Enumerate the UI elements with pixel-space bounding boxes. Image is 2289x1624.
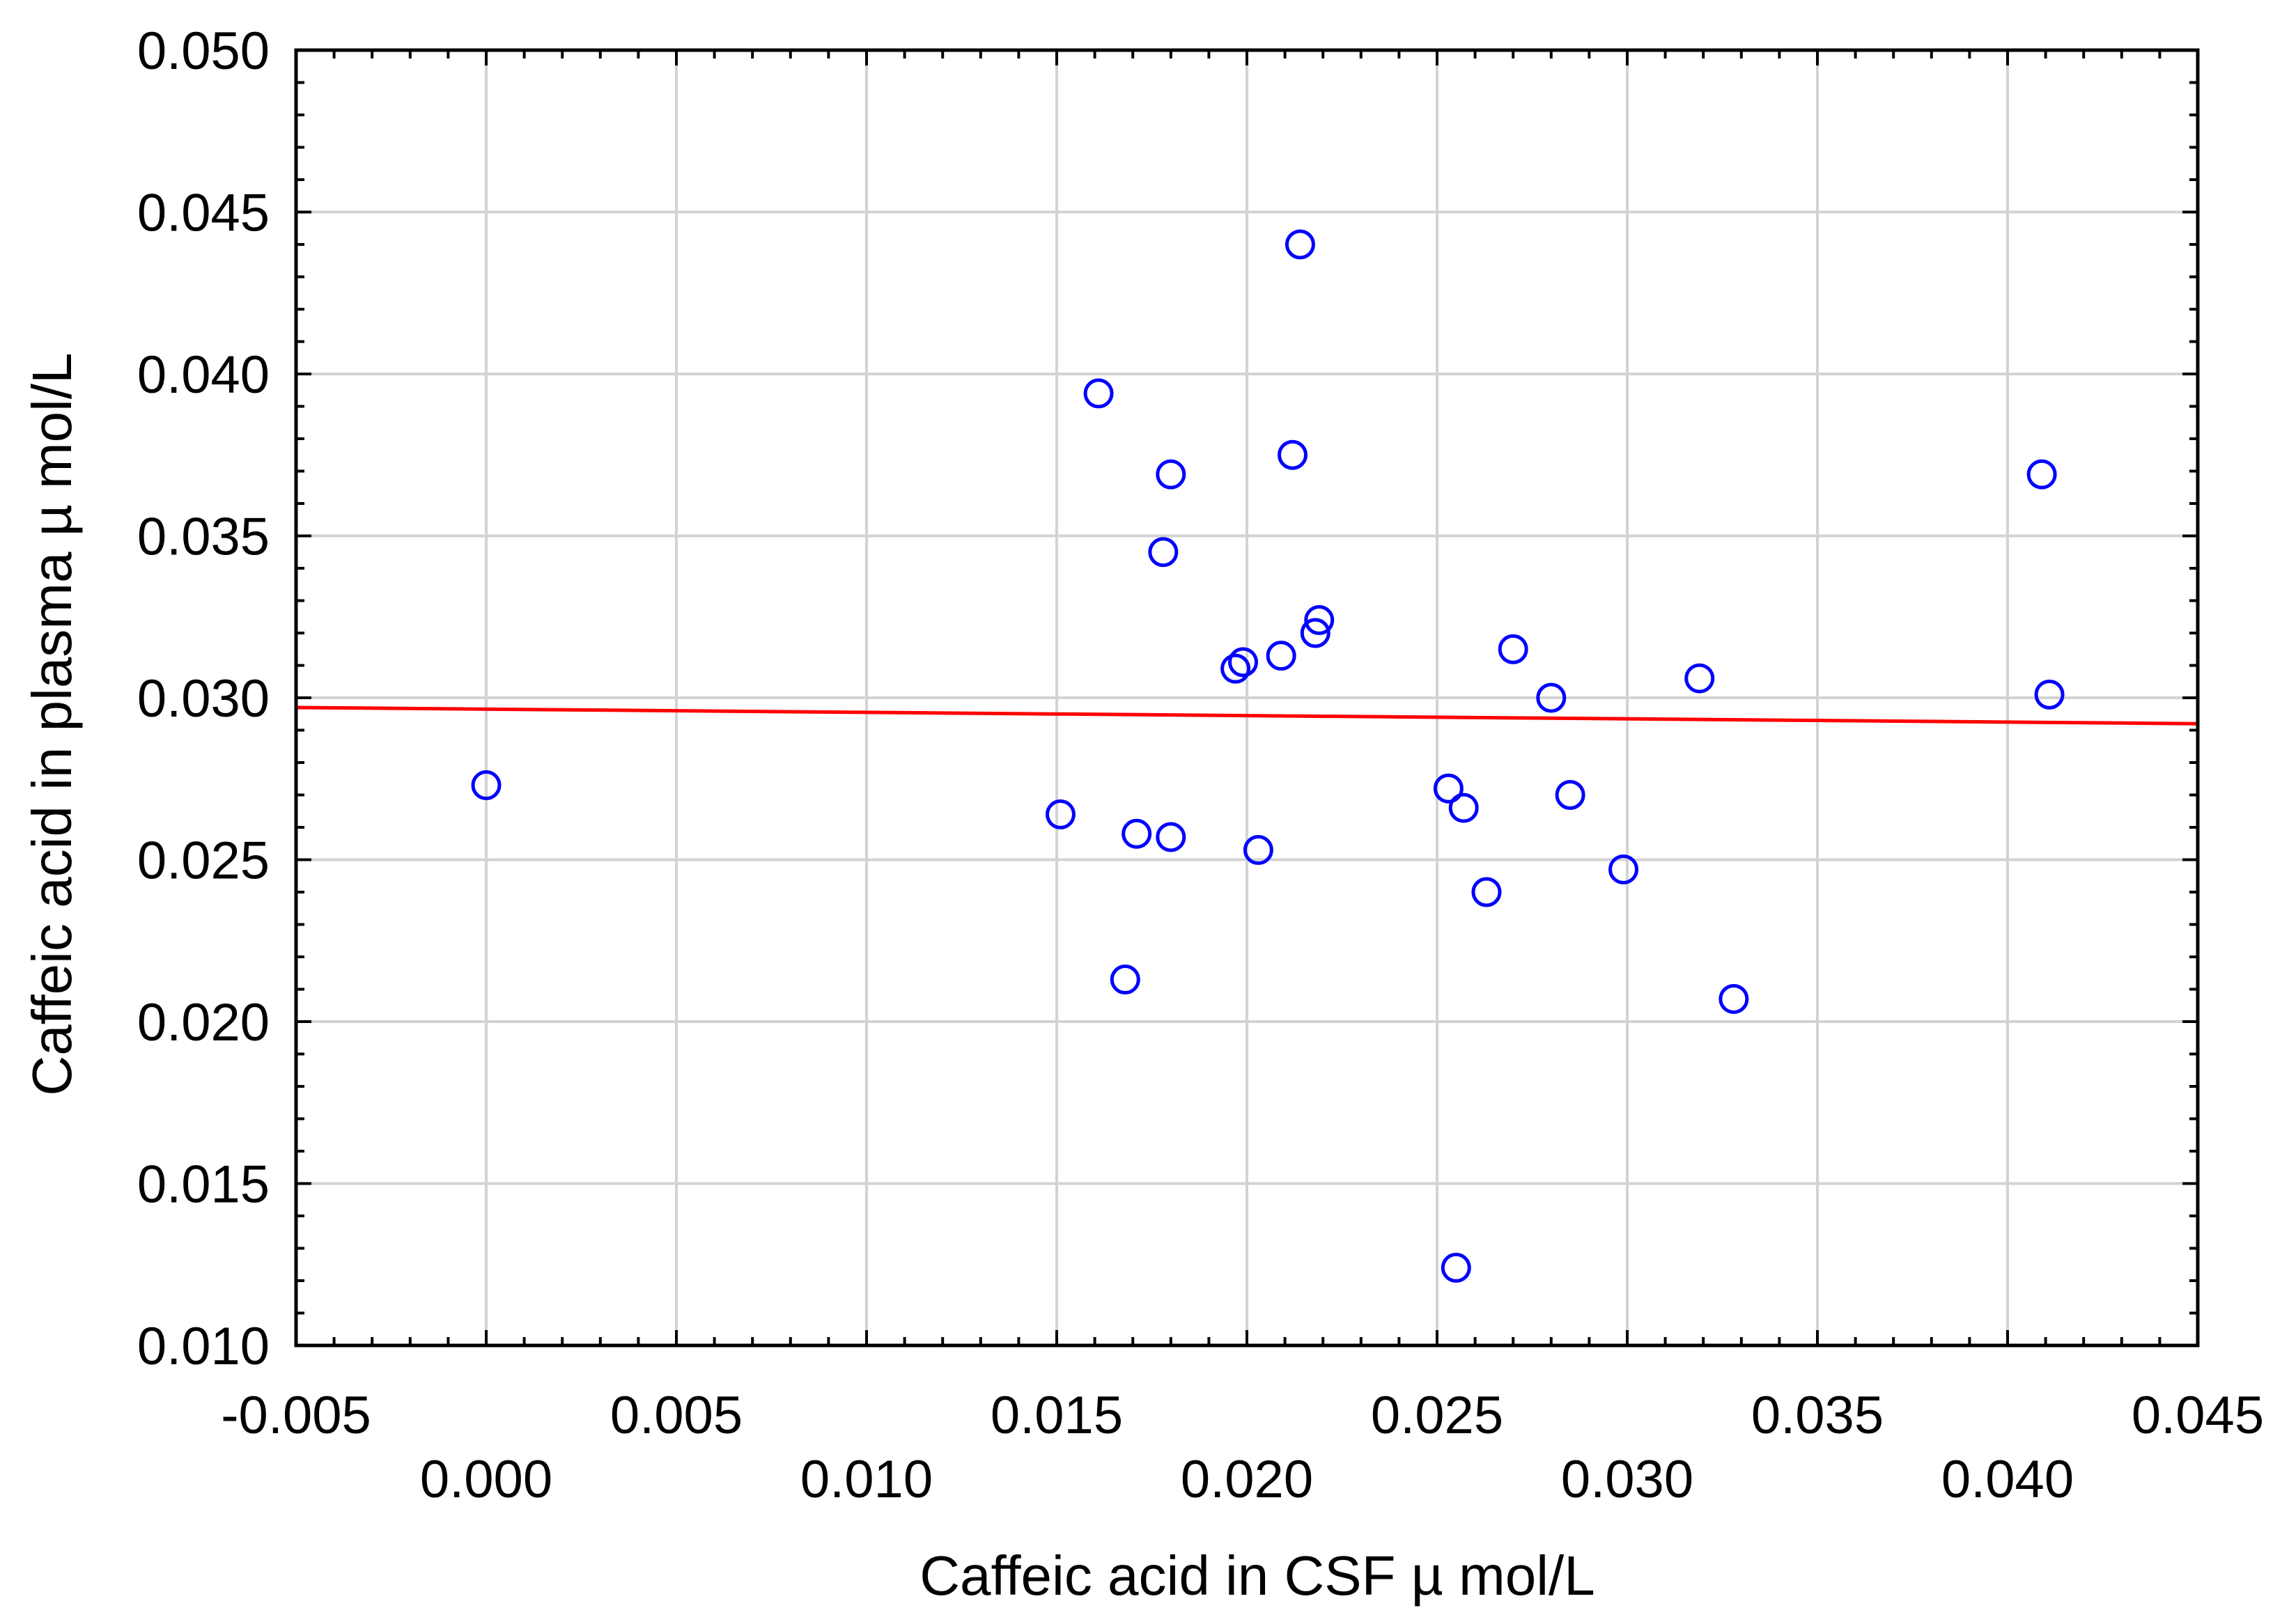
y-tick-label: 0.035 — [137, 508, 270, 567]
data-point — [1228, 647, 1259, 678]
plot-area-frame — [294, 48, 2200, 1348]
trend-line — [295, 705, 2198, 726]
data-points — [471, 229, 2065, 1283]
y-tick-label: 0.020 — [137, 993, 270, 1052]
data-point — [1156, 822, 1186, 852]
x-tick-label: 0.045 — [2132, 1386, 2264, 1445]
y-tick-label: 0.030 — [137, 669, 270, 728]
data-point — [1278, 439, 1308, 470]
data-point — [1433, 773, 1464, 804]
data-point — [1684, 663, 1715, 694]
data-point — [1220, 653, 1251, 684]
y-tick-label: 0.015 — [137, 1155, 270, 1215]
data-point — [1110, 965, 1140, 995]
data-point — [471, 770, 502, 801]
y-tick-label: 0.040 — [137, 345, 270, 405]
x-tick-label: 0.015 — [991, 1386, 1123, 1445]
data-point — [1083, 378, 1114, 409]
y-tick-labels: 0.010 0.015 0.020 0.025 0.030 0.035 0.040 0.045… — [137, 22, 270, 1376]
x-tick-label: 0.040 — [1941, 1450, 2074, 1509]
data-point — [1441, 1252, 1471, 1283]
data-point — [1045, 799, 1076, 829]
x-tick-labels-lower: 0.000 0.010 0.020 0.030 0.040 — [420, 1450, 2074, 1509]
data-point — [1300, 618, 1330, 648]
x-tick-label: 0.020 — [1181, 1450, 1313, 1509]
x-tick-label: 0.010 — [800, 1450, 933, 1509]
data-point — [1243, 835, 1273, 866]
data-point — [2026, 459, 2057, 490]
data-point — [1536, 682, 1567, 713]
x-tick-labels-upper: -0.005 0.005 0.015 0.025 0.035 0.045 — [221, 1386, 2264, 1445]
data-point — [1285, 229, 1315, 260]
x-tick-label: 0.005 — [610, 1386, 743, 1445]
data-point — [1122, 818, 1152, 849]
y-tick-label: 0.010 — [137, 1317, 270, 1376]
data-point — [1498, 634, 1528, 664]
x-tick-label: -0.005 — [221, 1386, 371, 1445]
data-point — [1608, 854, 1639, 884]
y-tick-label: 0.045 — [137, 184, 270, 243]
data-point — [1718, 983, 1749, 1014]
data-point — [1471, 877, 1502, 907]
data-point — [1148, 537, 1179, 568]
trend-line-group — [295, 705, 2198, 726]
x-tick-label: 0.000 — [420, 1450, 552, 1509]
data-point — [1555, 780, 1585, 810]
y-axis-title: Caffeic acid in plasma µ mol/L — [21, 352, 83, 1095]
data-point — [1304, 604, 1335, 635]
x-tick-label: 0.025 — [1371, 1386, 1503, 1445]
y-tick-label: 0.025 — [137, 831, 270, 891]
y-tick-label: 0.050 — [137, 22, 270, 81]
x-tick-label: 0.035 — [1751, 1386, 1884, 1445]
data-point — [1156, 459, 1186, 490]
data-point — [1266, 641, 1296, 671]
x-axis-title: Caffeic acid in CSF µ mol/L — [920, 1545, 1594, 1607]
x-tick-label: 0.030 — [1561, 1450, 1693, 1509]
grid-lines — [296, 50, 2198, 1345]
data-point — [1448, 793, 1479, 823]
data-point — [2034, 679, 2065, 710]
